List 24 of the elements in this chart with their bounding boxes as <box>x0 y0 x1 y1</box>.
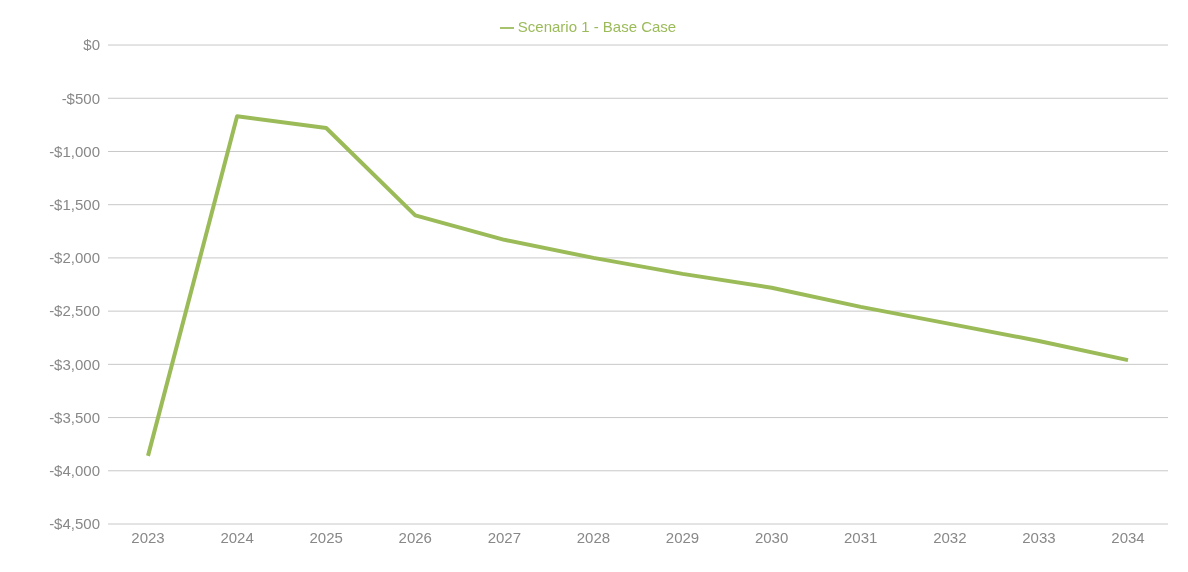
legend-label: Scenario 1 - Base Case <box>517 18 677 35</box>
y-tick-label: -$500 <box>61 89 100 107</box>
x-tick-label: 2027 <box>487 528 522 546</box>
x-tick-label: 2023 <box>131 528 165 546</box>
x-tick-label: 2032 <box>933 528 967 546</box>
y-tick-label: -$1,000 <box>49 142 100 160</box>
y-tick-label: -$4,000 <box>49 462 100 480</box>
x-tick-label: 2024 <box>220 528 254 546</box>
y-tick-label: -$3,500 <box>49 408 100 426</box>
x-tick-label: 2030 <box>754 528 789 546</box>
x-tick-label: 2026 <box>398 528 432 546</box>
line-series <box>146 114 1130 458</box>
y-tick-label: -$2,000 <box>49 249 100 267</box>
y-tick-label: -$1,500 <box>49 196 100 214</box>
x-tick-label: 2031 <box>844 528 878 546</box>
x-tick-label: 2029 <box>665 528 700 546</box>
y-tick-label: -$3,000 <box>49 355 100 373</box>
x-tick-label: 2033 <box>1022 528 1056 546</box>
y-tick-label: -$4,500 <box>49 515 100 533</box>
x-tick-label: 2034 <box>1111 528 1145 546</box>
x-tick-label: 2028 <box>576 528 611 546</box>
y-tick-label: -$2,500 <box>49 302 100 320</box>
y-tick-label: $0 <box>83 36 100 54</box>
x-tick-label: 2025 <box>309 528 343 546</box>
